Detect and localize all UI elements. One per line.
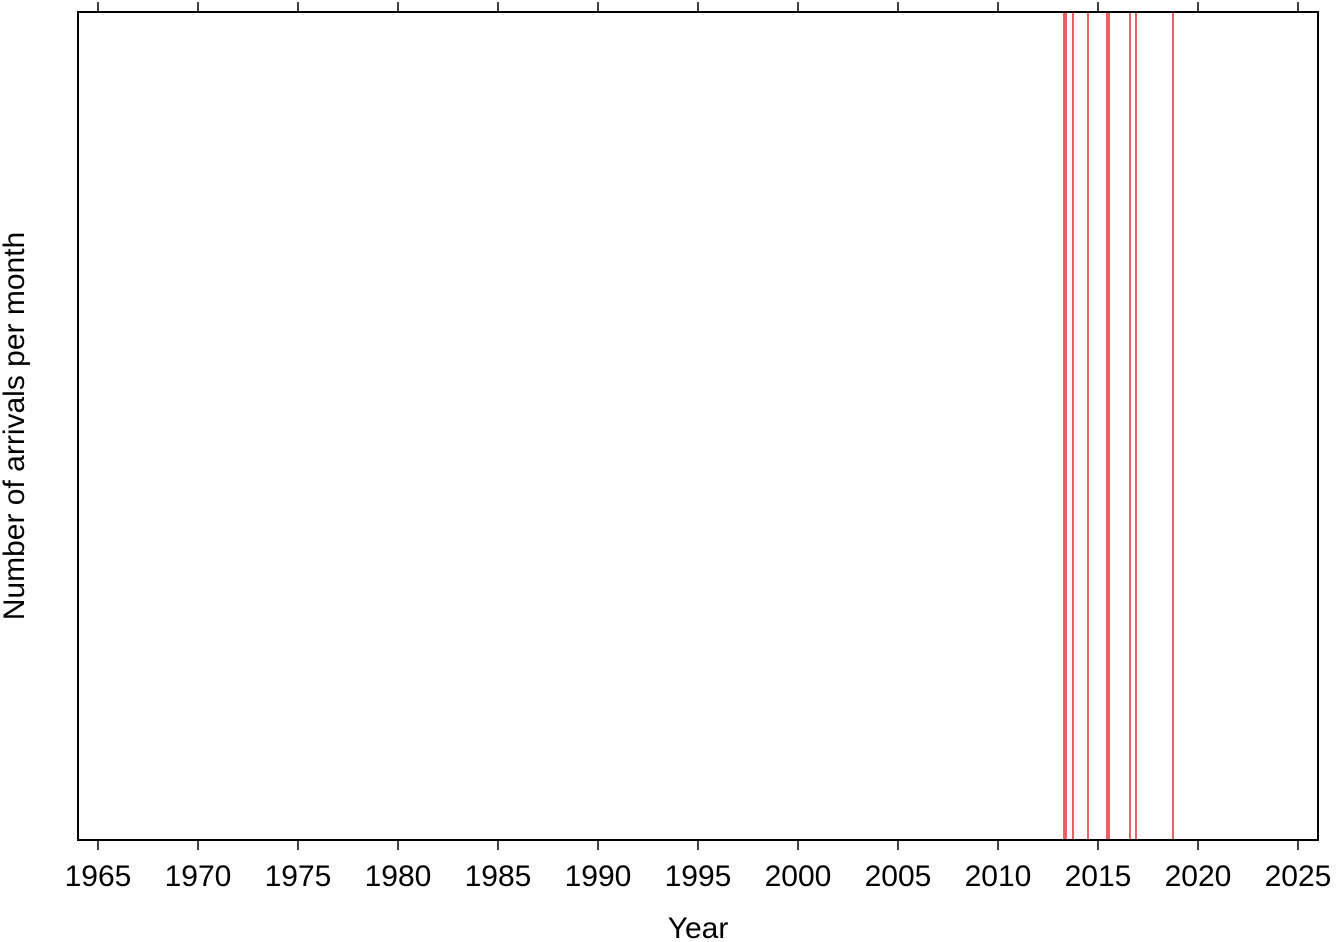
x-axis-label: Year — [668, 912, 729, 942]
x-tick-label: 2005 — [865, 860, 932, 893]
x-tick-label: 2025 — [1265, 860, 1332, 893]
x-tick-label: 1985 — [465, 860, 532, 893]
x-tick-label: 1965 — [65, 860, 132, 893]
plot-frame — [77, 11, 1319, 841]
x-tick-label: 1980 — [365, 860, 432, 893]
x-tick-label: 1995 — [665, 860, 732, 893]
x-tick-label: 2020 — [1165, 860, 1232, 893]
x-tick-label: 2000 — [765, 860, 832, 893]
x-tick-label: 1975 — [265, 860, 332, 893]
x-tick-label: 2015 — [1065, 860, 1132, 893]
x-tick-label: 2010 — [965, 860, 1032, 893]
y-axis-label: Number of arrivals per month — [0, 232, 31, 620]
x-tick-label: 1970 — [165, 860, 232, 893]
x-tick-label: 1990 — [565, 860, 632, 893]
